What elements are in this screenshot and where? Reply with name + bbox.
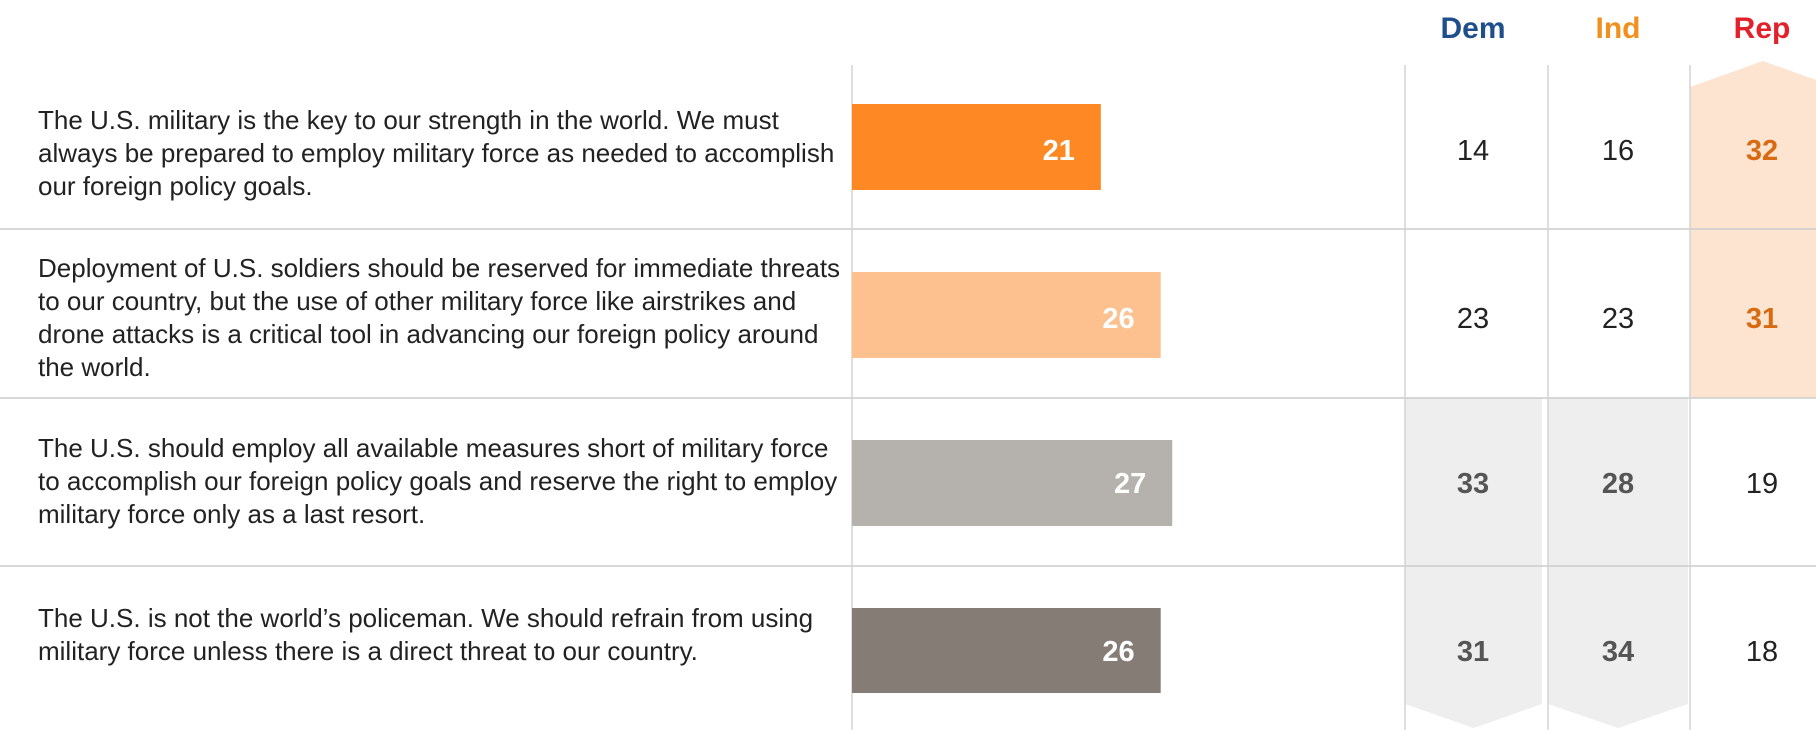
rep-value: 18	[1746, 636, 1778, 668]
bar	[852, 608, 1161, 693]
rep-value: 31	[1746, 303, 1778, 335]
bar-value-label: 27	[1114, 468, 1146, 500]
column-headers: Dem Ind Rep	[1440, 12, 1790, 45]
bar-value-label: 26	[1102, 636, 1134, 668]
ind-value: 23	[1602, 303, 1634, 335]
bar	[852, 272, 1161, 358]
bar	[852, 440, 1173, 526]
breakdown-cells: 14 23 33 31 16 23 28 34 32 31 19 18	[1457, 135, 1778, 668]
dem-value: 33	[1457, 468, 1489, 500]
dem-value: 31	[1457, 636, 1489, 668]
bar	[852, 104, 1101, 190]
ind-value: 28	[1602, 468, 1634, 500]
ind-value: 34	[1602, 636, 1634, 668]
ind-value: 16	[1602, 135, 1634, 167]
bar-value-label: 21	[1043, 135, 1075, 167]
dem-column-highlight	[1405, 398, 1542, 728]
statement-label: The U.S. should employ all available mea…	[38, 432, 848, 531]
bars: 21 26 27 26	[852, 104, 1173, 693]
statement-text: Deployment of U.S. soldiers should be re…	[38, 253, 841, 382]
dem-column-header: Dem	[1440, 12, 1505, 45]
dem-value: 14	[1457, 135, 1489, 167]
column-highlights	[1405, 61, 1816, 728]
statement-text: The U.S. is not the world’s policeman. W…	[38, 603, 814, 666]
statement-label: The U.S. is not the world’s policeman. W…	[38, 602, 848, 668]
rep-column-header: Rep	[1734, 12, 1791, 45]
rep-value: 32	[1746, 135, 1778, 167]
ind-column-highlight	[1548, 398, 1688, 728]
rep-value: 19	[1746, 468, 1778, 500]
dem-value: 23	[1457, 303, 1489, 335]
statement-text: The U.S. military is the key to our stre…	[38, 105, 835, 201]
statement-label: The U.S. military is the key to our stre…	[38, 104, 848, 203]
ind-column-header: Ind	[1596, 12, 1641, 45]
statement-label: Deployment of U.S. soldiers should be re…	[38, 252, 848, 384]
statement-text: The U.S. should employ all available mea…	[38, 433, 838, 529]
bar-value-label: 26	[1102, 303, 1134, 335]
grid-lines	[0, 65, 1816, 730]
